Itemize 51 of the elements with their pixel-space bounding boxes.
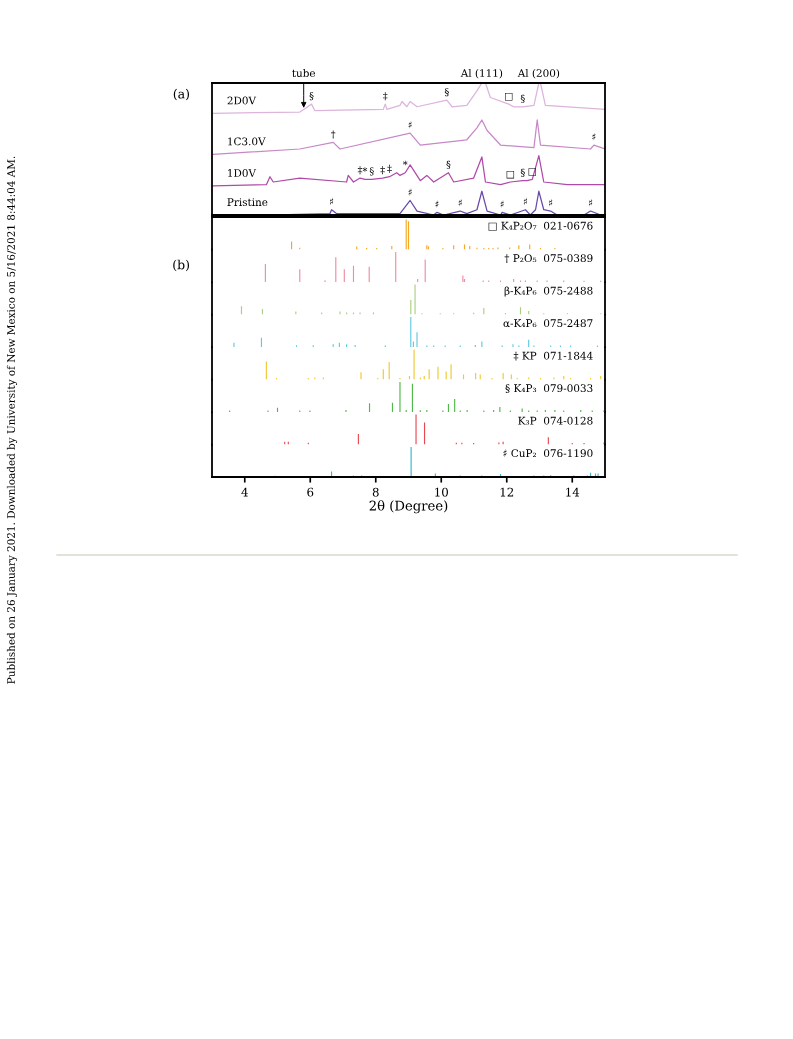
annotation: ‡	[383, 92, 388, 101]
annotation: ♯	[592, 133, 596, 141]
annotation: ♯	[589, 199, 593, 207]
annotation: *	[362, 167, 368, 172]
annotation: ♯	[435, 200, 439, 208]
series-label: α-K₄P₆ 075-2487	[503, 319, 593, 328]
x-tick-label: 4	[241, 487, 248, 497]
annotation: ♯	[500, 200, 504, 208]
series-label: ♯ CuP₂ 076-1190	[503, 449, 593, 458]
annotation: □	[506, 170, 515, 179]
annotation: †	[331, 130, 336, 139]
text: (b)	[173, 259, 190, 272]
annotation: ♯	[458, 199, 462, 207]
annotation: §	[309, 92, 314, 101]
annotation: ♯	[549, 199, 553, 207]
x-tick-label: 10	[435, 487, 448, 497]
annotation: §	[444, 88, 449, 97]
annotation: ‡	[380, 166, 385, 175]
series-label: □ K₄P₂O₇ 021-0676	[488, 221, 593, 231]
annotation: §	[520, 168, 525, 177]
annotation: ♯	[523, 197, 527, 205]
annotation: Al (111)	[460, 68, 503, 79]
series-label: § K₄P₃ 079-0033	[505, 384, 593, 393]
annotation: □	[505, 93, 513, 101]
annotation: □	[528, 168, 537, 176]
annotation: ♯	[408, 121, 412, 129]
text: Published on 26 January 2021. Downloaded by University of New Mexico on 5/16/2021 8:44:04 AM.	[6, 156, 18, 684]
annotation: Al (200)	[517, 68, 560, 79]
text: (a)	[173, 88, 190, 101]
annotation: ‡	[357, 166, 363, 175]
annotation: ♯	[408, 188, 412, 196]
series-label: 1D0V	[228, 169, 257, 177]
x-tick-label: 8	[372, 487, 379, 497]
x-axis-title: 2θ (Degree)	[369, 500, 448, 514]
series-label: β-K₄P₆ 075-2488	[504, 286, 593, 297]
series-label: 2D0V	[227, 96, 257, 105]
annotation: §	[369, 167, 374, 176]
annotation: §	[446, 160, 451, 169]
annotation: tube	[292, 68, 316, 78]
annotation: §	[520, 94, 525, 103]
annotation: ‡	[387, 164, 392, 173]
x-tick-label: 14	[566, 487, 580, 497]
annotation: ♯	[330, 197, 334, 205]
series-label: ‡ KP 071-1844	[513, 351, 593, 361]
series-label: K₃P 074-0128	[518, 416, 593, 425]
x-tick-label: 6	[307, 487, 314, 497]
series-label: † P₂O₅ 075-0389	[504, 254, 593, 263]
x-tick-label: 12	[500, 487, 514, 497]
series-label: 1C3.0V	[228, 137, 266, 146]
annotation: *	[402, 160, 408, 166]
series-label: Pristine	[227, 198, 268, 207]
